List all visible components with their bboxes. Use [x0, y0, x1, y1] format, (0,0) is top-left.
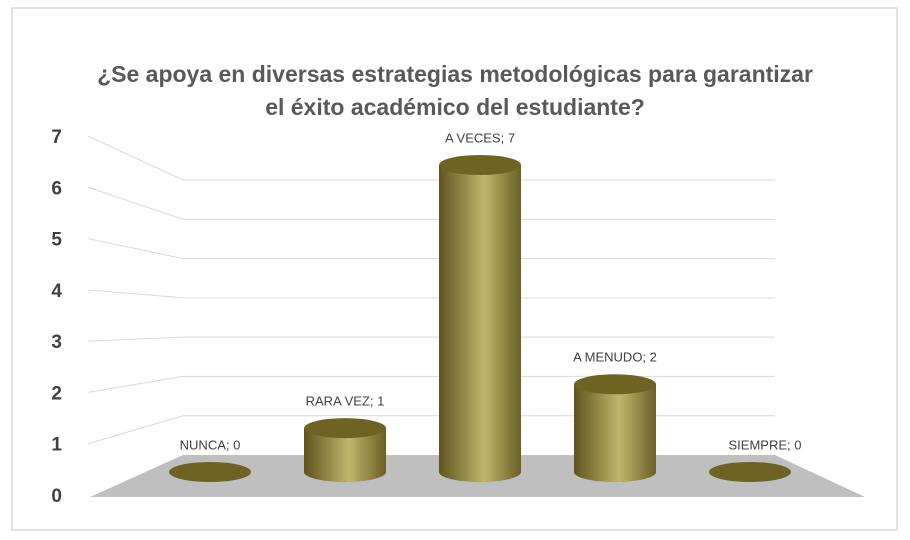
cylinder-top [169, 462, 251, 482]
chart-title: ¿Se apoya en diversas estrategias metodo… [97, 61, 813, 120]
y-tick-label: 5 [51, 230, 62, 251]
cylinder [304, 428, 386, 482]
grid-line [87, 186, 775, 220]
grid-line [87, 289, 775, 299]
y-tick-label: 7 [51, 127, 62, 148]
cylinder-top [439, 155, 521, 175]
cylinder [439, 165, 521, 482]
data-label: A MENUDO; 2 [573, 350, 657, 365]
y-tick-label: 3 [51, 332, 62, 353]
data-label: SIEMPRE; 0 [729, 437, 802, 452]
grid-line [87, 135, 775, 181]
y-tick-label: 4 [51, 281, 62, 302]
cylinder [574, 384, 656, 482]
y-tick-label: 6 [51, 178, 62, 199]
cylinder-top [304, 418, 386, 439]
grid-line [87, 336, 775, 342]
y-tick-label: 0 [51, 486, 62, 507]
grid-line [87, 375, 775, 393]
data-label: RARA VEZ; 1 [306, 394, 385, 409]
data-label: A VECES; 7 [445, 130, 515, 145]
cylinder-top [574, 374, 656, 395]
grid-line [87, 238, 775, 260]
cylinder-top [709, 462, 791, 482]
data-label: NUNCA; 0 [180, 437, 241, 452]
y-tick-label: 2 [51, 383, 62, 404]
y-tick-label: 1 [51, 435, 62, 456]
